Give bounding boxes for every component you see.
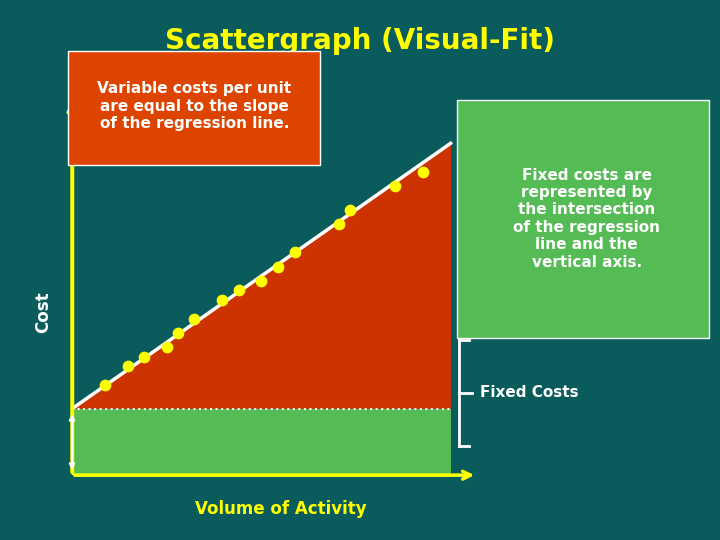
- Point: [189, 314, 200, 323]
- Text: Variable costs per unit
are equal to the slope
of the regression line.: Variable costs per unit are equal to the…: [97, 82, 292, 131]
- Text: Cost: Cost: [34, 291, 52, 333]
- Polygon shape: [72, 409, 451, 475]
- Polygon shape: [72, 143, 451, 409]
- Point: [172, 329, 184, 338]
- Point: [99, 381, 111, 389]
- Point: [217, 295, 228, 304]
- Point: [122, 362, 133, 370]
- Point: [333, 220, 345, 228]
- Text: Volume of Activity: Volume of Activity: [195, 501, 366, 518]
- Point: [345, 205, 356, 214]
- Text: Scattergraph (Visual-Fit): Scattergraph (Visual-Fit): [165, 27, 555, 55]
- Point: [161, 343, 172, 352]
- Point: [289, 248, 300, 256]
- Point: [390, 181, 401, 190]
- Text: Fixed costs are
represented by
the intersection
of the regression
line and the
v: Fixed costs are represented by the inter…: [513, 168, 660, 269]
- Point: [139, 352, 150, 361]
- Text: Fixed Costs: Fixed Costs: [480, 386, 579, 400]
- Point: [272, 262, 284, 271]
- Point: [417, 167, 428, 176]
- Point: [256, 276, 267, 285]
- Point: [233, 286, 245, 295]
